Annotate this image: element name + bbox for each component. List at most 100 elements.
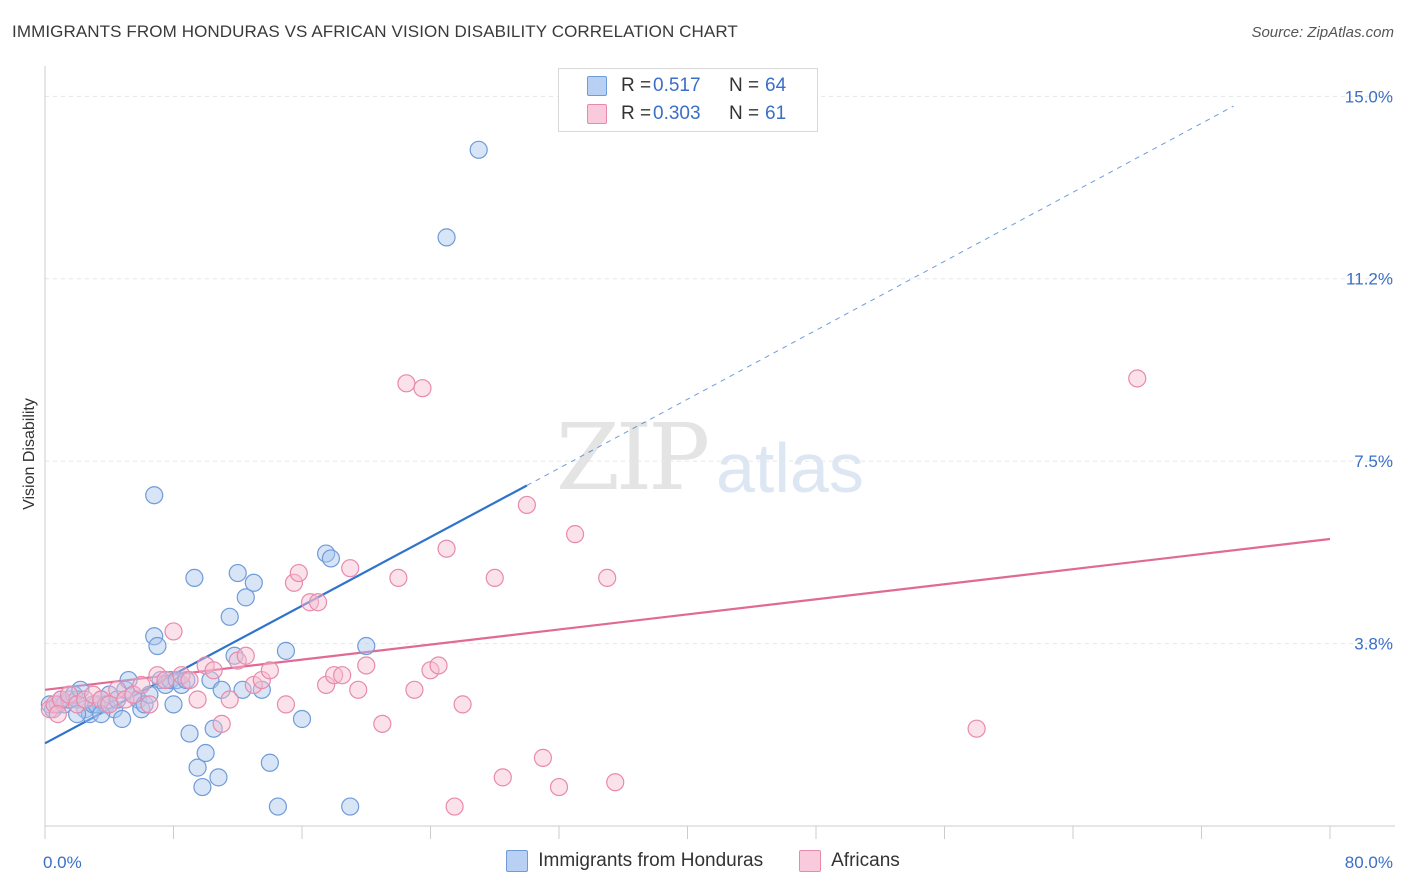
legend-r-label: R =	[621, 103, 652, 124]
point-honduras-52	[276, 641, 296, 660]
point-honduras-37	[193, 777, 212, 797]
legend-row-honduras: R = 0.517 N = 64	[587, 73, 786, 99]
legend-row-africans: R = 0.303 N = 61	[587, 101, 786, 127]
point-honduras-18	[112, 709, 132, 729]
legend-n-label: N =	[729, 75, 760, 96]
watermark-atlas: atlas	[716, 429, 864, 507]
point-africans-33	[308, 593, 328, 612]
point-africans-43	[405, 680, 424, 699]
legend-label-africans: Africans	[831, 850, 900, 871]
series-legend: Immigrants from Honduras Africans	[0, 850, 1406, 872]
x-tick-label-0: 0.0%	[43, 853, 82, 872]
point-honduras-31	[164, 695, 183, 714]
point-africans-53	[533, 748, 553, 767]
point-africans-29	[276, 695, 296, 714]
point-africans-25	[236, 646, 255, 665]
tick-labels: 3.8% 7.5% 11.2% 15.0% 0.0% 80.0%	[43, 87, 1393, 872]
point-africans-36	[333, 666, 352, 685]
point-africans-50	[485, 568, 504, 588]
point-africans-44	[413, 379, 432, 398]
point-africans-28	[260, 661, 279, 680]
y-tick-label-0: 3.8%	[1354, 635, 1393, 654]
point-africans-18	[180, 670, 199, 690]
point-honduras-59	[469, 140, 488, 159]
point-africans-40	[373, 714, 392, 733]
legend-swatch-africans	[587, 104, 607, 124]
legend-r-label: R =	[621, 75, 652, 96]
point-honduras-45	[228, 563, 247, 583]
point-honduras-58	[437, 228, 456, 247]
y-axis-label: Vision Disability	[21, 398, 38, 510]
point-honduras-36	[188, 758, 207, 777]
point-africans-52	[517, 495, 536, 515]
y-tick-label-3: 15.0%	[1345, 87, 1393, 106]
series-honduras-points	[40, 140, 488, 816]
point-africans-21	[204, 661, 223, 680]
point-africans-46	[429, 656, 448, 675]
chart-title: IMMIGRANTS FROM HONDURAS VS AFRICAN VISI…	[12, 22, 738, 41]
point-honduras-48	[244, 573, 263, 592]
legend-swatch-honduras	[587, 76, 607, 96]
point-africans-37	[341, 559, 360, 578]
point-honduras-63	[68, 705, 87, 724]
point-honduras-53	[292, 709, 312, 729]
point-honduras-56	[341, 797, 360, 816]
legend-r-value-africans: 0.303	[653, 103, 701, 124]
point-honduras-35	[180, 724, 199, 743]
trend-line-africans	[44, 537, 1331, 691]
legend-n-value-africans: 61	[765, 103, 787, 124]
point-honduras-27	[148, 636, 167, 656]
point-honduras-43	[220, 607, 239, 626]
point-africans-42	[397, 374, 416, 393]
legend-item-honduras[interactable]: Immigrants from Honduras	[506, 850, 763, 872]
point-africans-15	[156, 670, 175, 690]
point-africans-55	[565, 525, 585, 544]
point-africans-12	[132, 675, 151, 695]
point-honduras-26	[145, 627, 164, 646]
legend-n-value-honduras: 64	[765, 75, 787, 96]
point-africans-56	[598, 568, 617, 588]
legend-n-label: N =	[729, 103, 760, 124]
trend-line-honduras-extension	[526, 105, 1234, 486]
point-africans-54	[549, 777, 569, 797]
point-honduras-38	[196, 743, 215, 763]
point-africans-16	[164, 622, 183, 641]
point-africans-58	[967, 719, 986, 738]
legend-label-honduras: Immigrants from Honduras	[538, 850, 764, 871]
point-honduras-55	[321, 549, 341, 568]
point-honduras-51	[268, 797, 288, 816]
correlation-legend: R = 0.517 N = 64 R = 0.303 N = 61	[558, 68, 818, 132]
point-africans-59	[1128, 369, 1147, 388]
watermark-zip: ZIP	[556, 404, 710, 511]
y-tick-label-1: 7.5%	[1354, 452, 1393, 471]
point-africans-13	[140, 695, 159, 714]
point-honduras-61	[185, 568, 204, 588]
point-africans-51	[493, 768, 512, 787]
point-africans-38	[349, 680, 368, 699]
point-africans-60	[48, 705, 67, 724]
y-tick-label-2: 11.2%	[1346, 270, 1393, 289]
series-africans-points	[40, 369, 1147, 816]
point-honduras-57	[357, 636, 376, 656]
point-africans-30	[284, 573, 304, 592]
point-africans-48	[445, 797, 464, 816]
x-tick-label-1: 80.0%	[1345, 853, 1393, 872]
point-africans-22	[212, 714, 231, 733]
point-africans-47	[437, 539, 456, 558]
point-africans-19	[188, 690, 207, 709]
grid-lines	[45, 95, 1395, 645]
point-honduras-41	[209, 768, 228, 787]
point-honduras-50	[260, 753, 279, 772]
axes	[44, 66, 1395, 839]
legend-swatch-africans	[799, 850, 822, 872]
point-africans-31	[289, 563, 308, 583]
chart-source: Source: ZipAtlas.com	[1251, 24, 1394, 41]
point-honduras-60	[145, 486, 164, 505]
point-africans-23	[220, 690, 239, 709]
point-africans-39	[357, 656, 376, 675]
legend-item-africans[interactable]: Africans	[799, 850, 900, 872]
point-honduras-47	[236, 588, 255, 607]
point-africans-49	[453, 695, 472, 714]
point-africans-41	[389, 568, 408, 588]
